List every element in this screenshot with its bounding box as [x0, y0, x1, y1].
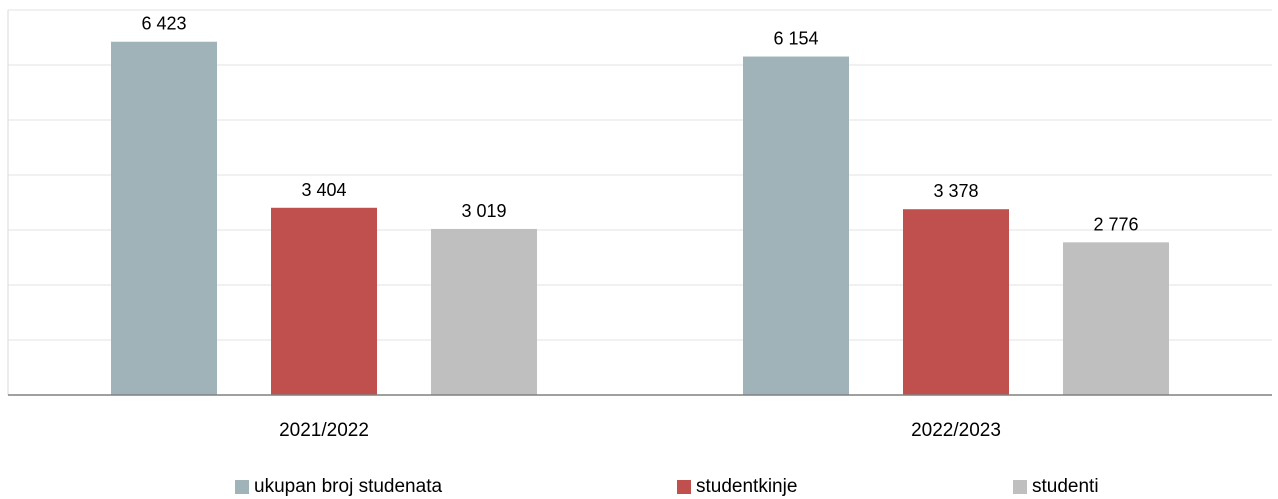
legend-item-male: studenti	[1013, 476, 1099, 498]
legend: ukupan broj studenata studentkinje stude…	[0, 476, 1278, 498]
legend-item-female: studentkinje	[677, 476, 797, 498]
legend-item-total: ukupan broj studenata	[235, 476, 442, 498]
legend-swatch-male	[1013, 480, 1027, 494]
data-label: 3 019	[461, 201, 506, 221]
data-label: 2 776	[1093, 214, 1138, 234]
bar	[903, 209, 1009, 395]
legend-swatch-female	[677, 480, 691, 494]
legend-swatch-total	[235, 480, 249, 494]
bar	[431, 228, 537, 395]
bar-chart-plot: 6 423 3 404 3 019 2021/2022 6 154 3 378 2 776 2…	[7, 9, 1272, 441]
x-tick-label: 2021/2022	[279, 420, 369, 441]
bar	[743, 56, 849, 395]
data-label: 3 378	[933, 181, 978, 201]
bar	[1063, 242, 1169, 395]
bar	[271, 207, 377, 395]
data-label: 3 404	[301, 180, 346, 200]
x-tick-label: 2022/2023	[911, 420, 1001, 441]
data-label: 6 154	[773, 29, 818, 49]
legend-label-male: studenti	[1032, 476, 1099, 497]
legend-label-female: studentkinje	[696, 476, 798, 497]
data-label: 6 423	[141, 14, 186, 34]
legend-label-total: ukupan broj studenata	[254, 476, 443, 497]
bar	[111, 41, 217, 396]
